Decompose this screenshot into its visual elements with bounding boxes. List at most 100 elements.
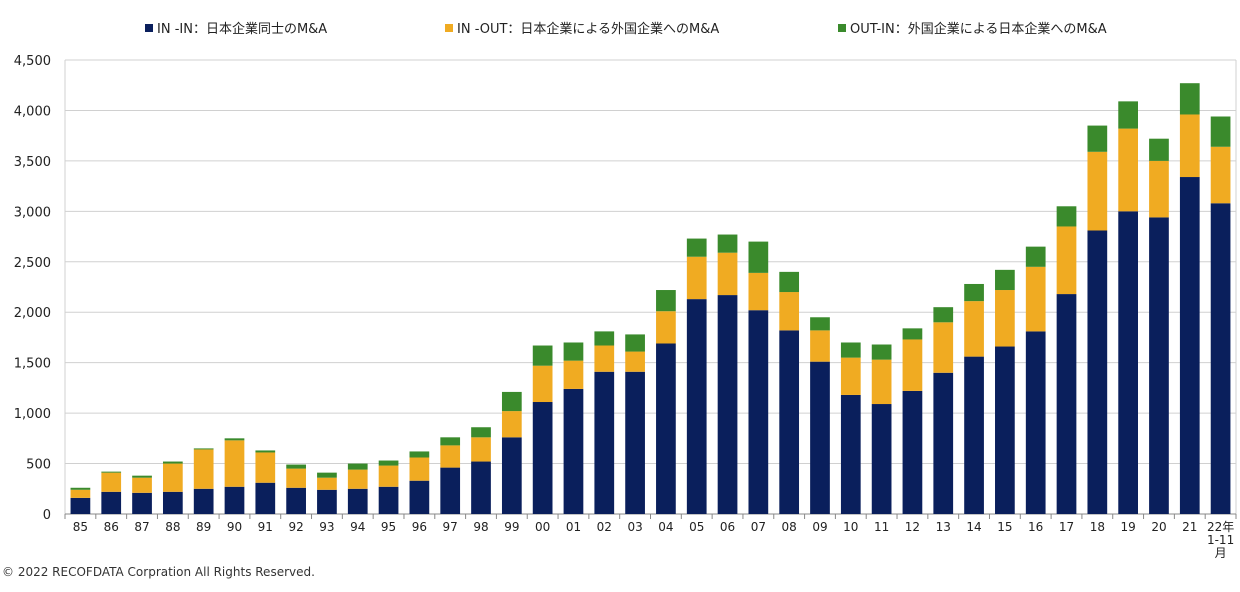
bar-segment-series-1 [1025, 331, 1046, 514]
bar-segment-series-3 [748, 241, 769, 273]
copyright-notice: © 2022 RECOFDATA Corpration All Rights R… [2, 565, 315, 579]
bar-segment-series-1 [1179, 177, 1200, 514]
bar-segment-series-3 [871, 344, 892, 360]
bar-segment-series-3 [224, 438, 245, 441]
x-tick-label: 15 [997, 520, 1012, 534]
x-tick-label: 17 [1059, 520, 1074, 534]
y-tick-label: 500 [26, 458, 51, 473]
x-tick-label: 96 [412, 520, 427, 534]
bar-segment-series-2 [717, 252, 738, 296]
x-tick-label: 86 [104, 520, 119, 534]
bar-segment-series-1 [347, 488, 368, 514]
bar-segment-series-1 [378, 486, 399, 514]
legend-label: IN -OUT：日本企業による外国企業へのM&A [457, 21, 719, 37]
bar-segment-series-2 [1210, 146, 1231, 204]
bar-segment-series-2 [625, 351, 645, 372]
bar-segment-series-1 [995, 346, 1015, 514]
bar-segment-series-3 [810, 317, 830, 331]
bar-segment-series-1 [902, 390, 923, 514]
x-axis: 85 86 87 88 89 90 91 92 93 94 95 96 97 98 99 00 01 02 03 04… [64, 514, 1237, 560]
x-tick-label: 18 [1090, 520, 1105, 534]
bar-segment-series-3 [1056, 206, 1077, 227]
x-tick-label: 02 [597, 520, 612, 534]
bar-segment-series-3 [933, 307, 954, 323]
bar-segment-series-3 [995, 269, 1015, 291]
x-tick-label: 87 [134, 520, 149, 534]
x-tick-label: 94 [350, 520, 365, 534]
x-tick-label: 95 [381, 520, 396, 534]
bar-segment-series-3 [656, 290, 676, 312]
bar-segment-series-3 [717, 234, 738, 253]
bar-segment-series-2 [132, 477, 152, 493]
bar-segment-series-3 [440, 437, 461, 446]
bar-segment-series-1 [162, 491, 183, 514]
bar-segment-series-1 [1056, 294, 1077, 514]
bar-segment-series-3 [70, 487, 91, 490]
x-tick-label: 11 [874, 520, 889, 534]
x-tick-label: 99 [504, 520, 519, 534]
bar-segment-series-1 [1210, 203, 1231, 514]
bar-segment-series-1 [748, 310, 769, 514]
bar-segment-series-1 [409, 480, 430, 514]
x-tick-label: 08 [782, 520, 797, 534]
y-tick-label: 2,500 [14, 256, 51, 271]
bar-segment-series-2 [686, 256, 707, 300]
bar-segment-series-3 [286, 464, 306, 469]
y-tick-label: 4,500 [14, 54, 51, 69]
bar-segment-series-3 [686, 238, 707, 257]
bar-segment-series-2 [748, 272, 769, 311]
x-tick-label: 00 [535, 520, 550, 534]
bar-segment-series-1 [101, 491, 122, 514]
bar-segment-series-3 [1210, 116, 1231, 147]
y-tick-label: 1,500 [14, 357, 51, 372]
bar-segment-series-3 [840, 342, 861, 358]
bar-segment-series-1 [933, 372, 954, 514]
bar-segment-series-3 [532, 345, 553, 366]
bar-segment-series-2 [995, 290, 1015, 347]
bar-segment-series-1 [779, 330, 800, 514]
bar-segment-series-3 [1118, 101, 1138, 129]
bar-segment-series-2 [101, 472, 122, 492]
bar-segment-series-3 [378, 460, 399, 466]
bar-segment-series-3 [101, 471, 122, 473]
bar-segment-series-2 [902, 339, 923, 391]
x-tick-label: 92 [288, 520, 303, 534]
x-tick-label: 12 [905, 520, 920, 534]
x-tick-label: 21 [1182, 520, 1197, 534]
bar-segment-series-2 [594, 345, 615, 372]
bar-segment-series-2 [255, 452, 276, 483]
bar-segment-series-1 [625, 371, 645, 514]
x-tick-label: 22年 1-11 月 [1207, 520, 1234, 560]
bar-segment-series-1 [686, 299, 707, 514]
bar-segment-series-2 [317, 477, 337, 490]
bar-segment-series-2 [656, 311, 676, 344]
bar-segment-series-2 [1179, 114, 1200, 178]
bar-segment-series-3 [625, 334, 645, 352]
x-tick-label: 13 [936, 520, 951, 534]
bar-segment-series-2 [1056, 226, 1077, 295]
y-tick-label: 3,500 [14, 155, 51, 170]
bar-segment-series-3 [1179, 83, 1200, 115]
bar-segment-series-2 [964, 301, 984, 357]
bar-segment-series-1 [1149, 217, 1169, 514]
bar-segment-series-3 [779, 271, 800, 293]
x-tick-label: 89 [196, 520, 211, 534]
legend-swatch [445, 24, 453, 32]
bar-segment-series-2 [378, 465, 399, 487]
x-tick-label: 01 [566, 520, 581, 534]
bar-segment-series-2 [193, 449, 214, 489]
bar-segment-series-2 [70, 489, 91, 498]
bar-segment-series-2 [563, 360, 584, 389]
y-tick-label: 0 [43, 508, 51, 523]
bar-segment-series-2 [840, 357, 861, 395]
bar-segment-series-1 [563, 388, 584, 514]
bar-segment-series-1 [317, 489, 337, 514]
bar-segment-series-3 [501, 391, 522, 412]
x-tick-label: 85 [73, 520, 88, 534]
bar-segment-series-1 [501, 437, 522, 514]
bar-segment-series-2 [1118, 128, 1138, 212]
bar-segment-series-2 [871, 359, 892, 405]
bar-segment-series-2 [779, 292, 800, 331]
bar-segment-series-2 [409, 457, 430, 481]
bar-segment-series-3 [193, 448, 214, 450]
